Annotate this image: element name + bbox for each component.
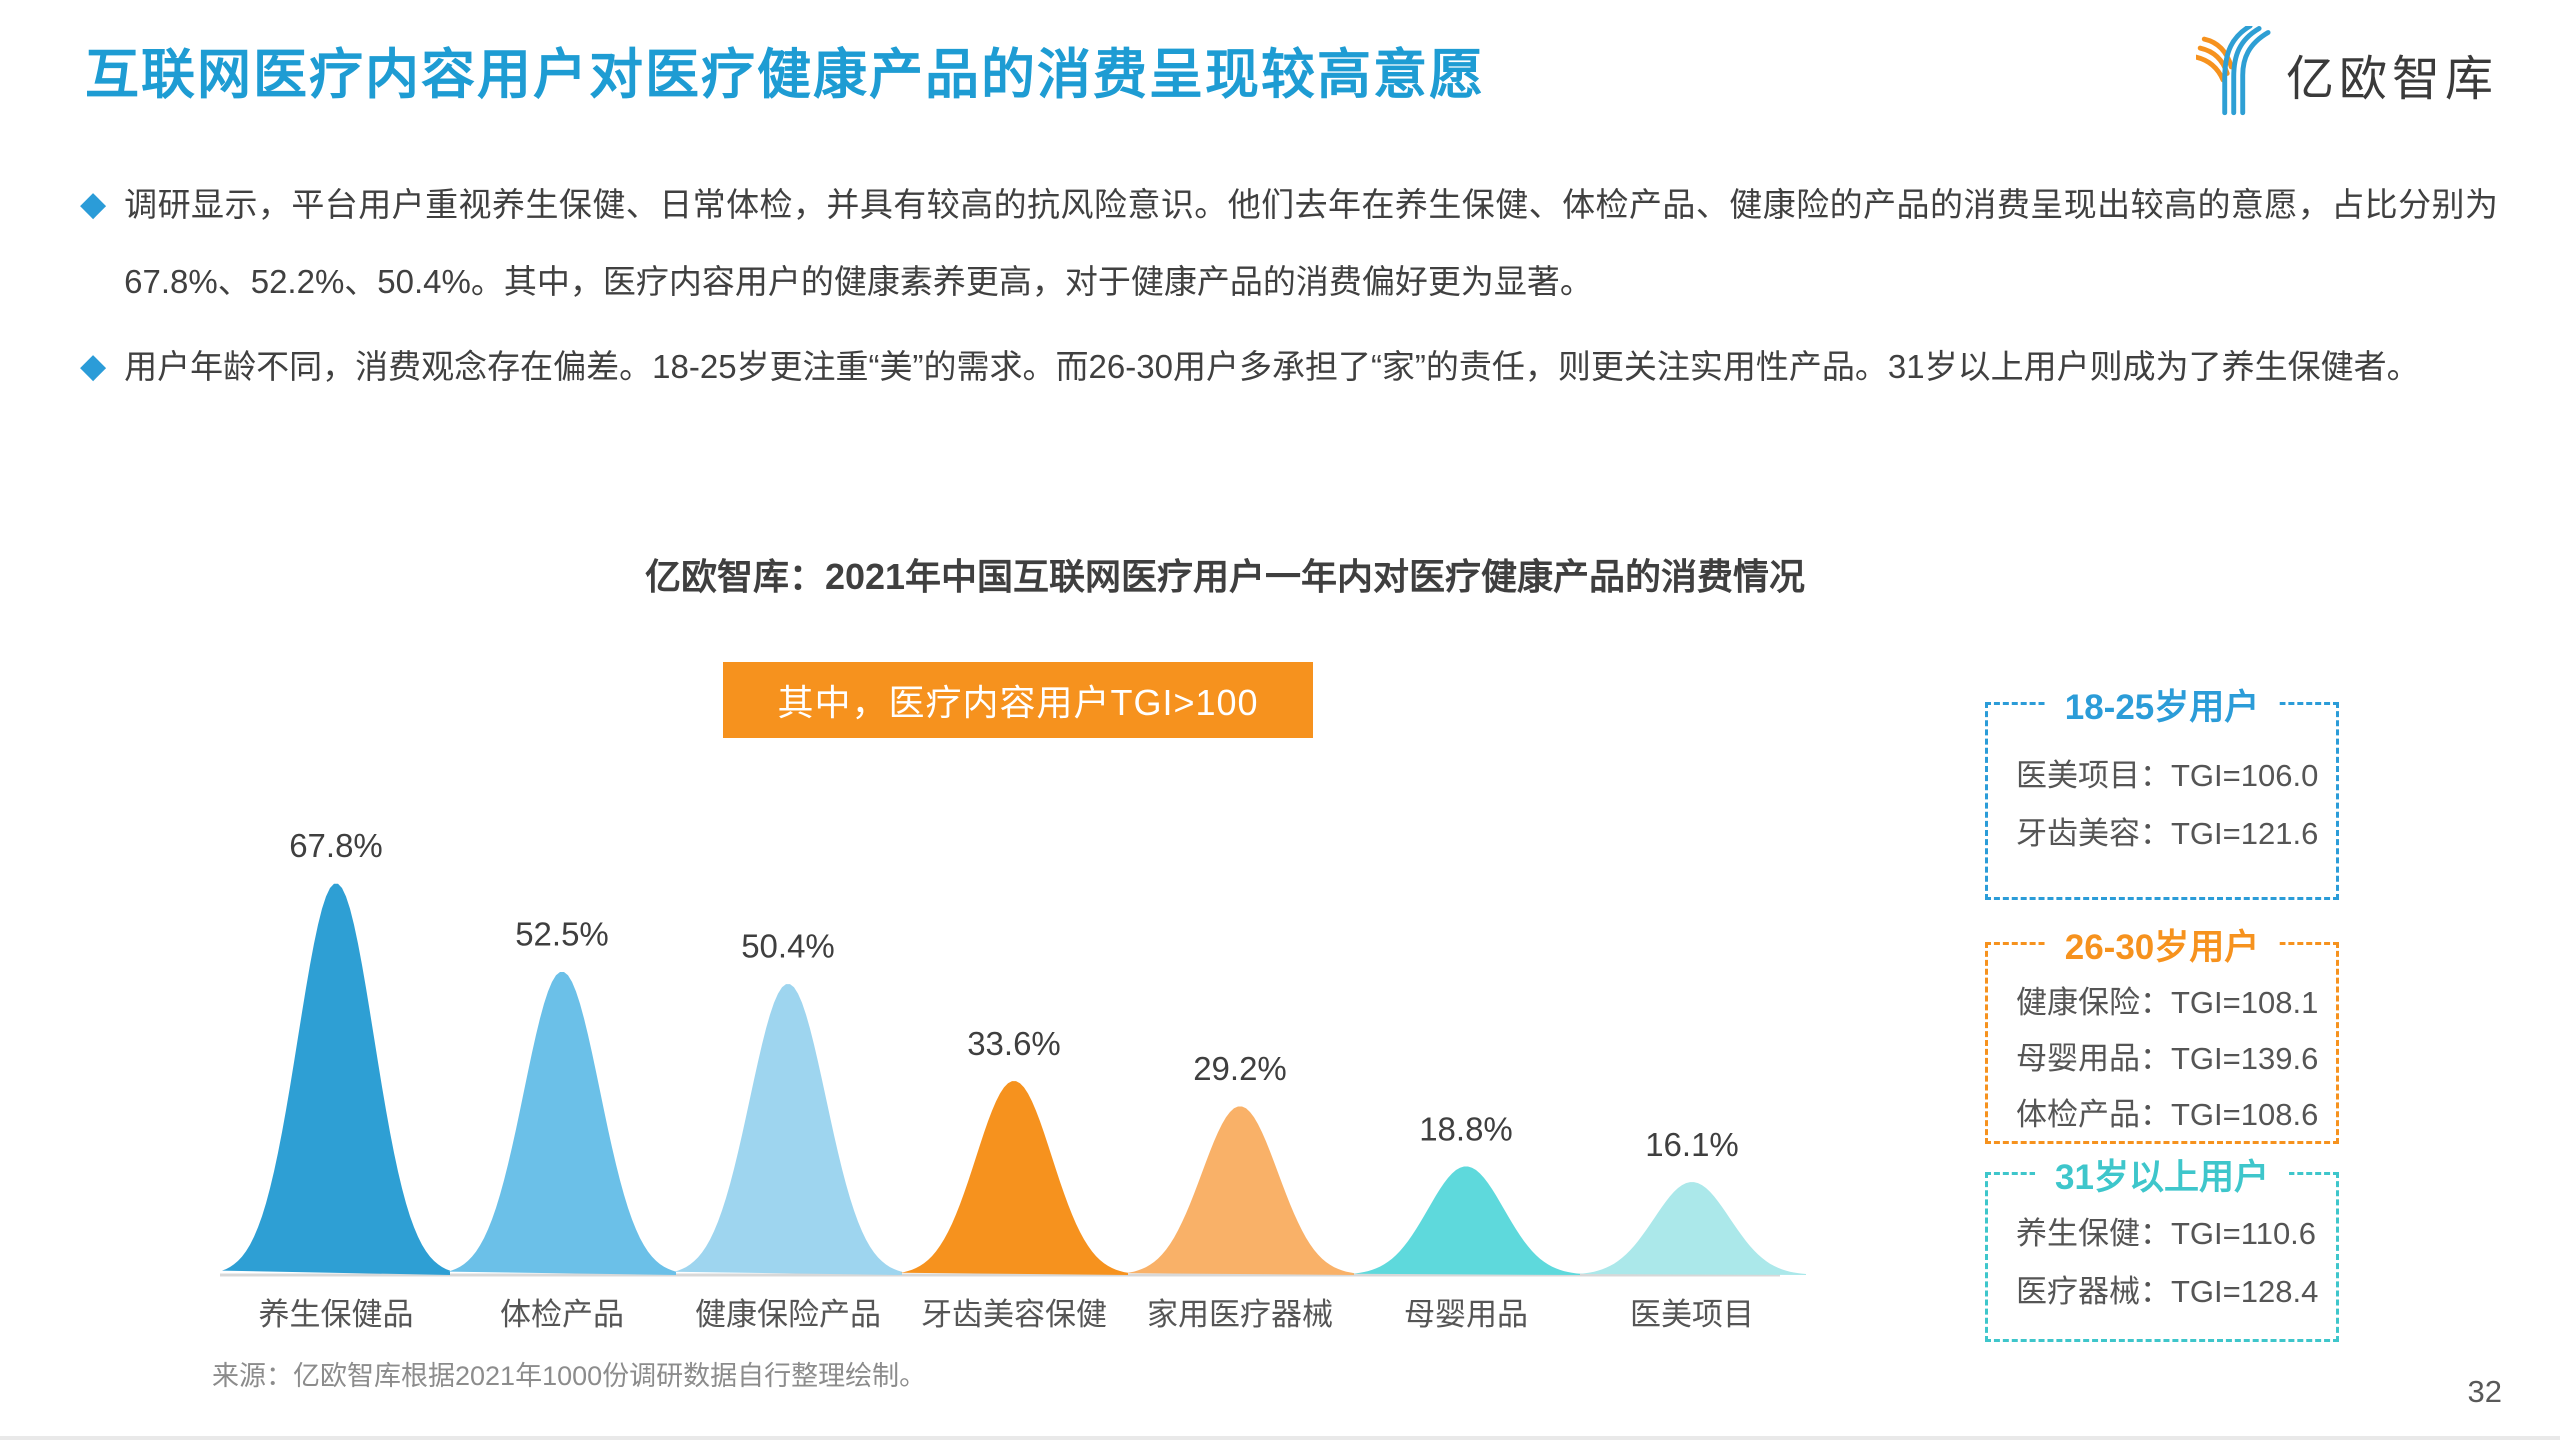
- logo-wordmark: 亿欧智库: [2285, 52, 2498, 106]
- tgi-item-list: 健康保险：TGI=108.1 母婴用品：TGI=139.6 体检产品：TGI=108…: [1988, 945, 2336, 1153]
- category-label: 母婴用品: [1404, 1297, 1528, 1332]
- category-label: 体检产品: [500, 1297, 624, 1332]
- eo-intelligence-logo: 亿欧智库: [2193, 23, 2498, 121]
- chart-title: 亿欧智库：2021年中国互联网医疗用户一年内对医疗健康产品的消费情况: [644, 556, 1806, 597]
- tgi-item: 体检产品：TGI=108.6: [2016, 1097, 2319, 1132]
- chart-source: 来源：亿欧智库根据2021年1000份调研数据自行整理绘制。: [212, 1361, 927, 1391]
- peak-牙齿美容保健: [900, 1081, 1128, 1275]
- peak-体检产品: [448, 972, 676, 1275]
- page-number: 32: [2467, 1374, 2502, 1409]
- value-label: 33.6%: [967, 1025, 1061, 1062]
- tgi-box-title: 31岁以上用户: [2035, 1149, 2289, 1200]
- category-label: 牙齿美容保健: [921, 1297, 1107, 1332]
- tgi-item: 医美项目：TGI=106.0: [2016, 758, 2319, 793]
- bullet-1-text: 调研显示，平台用户重视养生保健、日常体检，并具有较高的抗风险意识。他们去年在养生…: [124, 186, 2498, 300]
- tgi-item: 母婴用品：TGI=139.6: [2016, 1041, 2319, 1076]
- peak-家用医疗器械: [1126, 1106, 1354, 1275]
- category-label: 健康保险产品: [695, 1297, 881, 1332]
- peak-母婴用品: [1352, 1166, 1580, 1275]
- peak-养生保健品: [222, 883, 450, 1275]
- tgi-box-title: 26-30岁用户: [2044, 919, 2280, 970]
- tgi-item: 健康保险：TGI=108.1: [2016, 985, 2319, 1020]
- page-title: 互联网医疗内容用户对医疗健康产品的消费呈现较高意愿: [85, 45, 1485, 105]
- tgi-item-list: 医美项目：TGI=106.0 牙齿美容：TGI=121.6: [1988, 705, 2336, 873]
- diamond-bullet-icon: ◆: [80, 185, 107, 223]
- tgi-box-26-30: 26-30岁用户 健康保险：TGI=108.1 母婴用品：TGI=139.6 体检产…: [1985, 919, 2339, 1144]
- value-label: 29.2%: [1193, 1050, 1287, 1087]
- category-label: 养生保健品: [259, 1297, 414, 1332]
- value-label: 52.5%: [515, 916, 609, 953]
- bell-curve-chart: 67.8% 养生保健品 52.5% 体检产品 50.4% 健康保险产品 33.6% 牙齿美容保…: [220, 827, 1806, 1332]
- tgi-item: 养生保健：TGI=110.6: [2016, 1216, 2317, 1251]
- bullet-2: ◆ 用户年龄不同，消费观念存在偏差。18-25岁更注重“美”的需求。而26-30…: [80, 328, 2498, 405]
- peak-医美项目: [1578, 1182, 1806, 1275]
- value-label: 50.4%: [741, 928, 835, 965]
- value-label: 16.1%: [1645, 1126, 1739, 1163]
- tgi-banner: 其中，医疗内容用户TGI>100: [723, 662, 1313, 738]
- category-label: 家用医疗器械: [1147, 1297, 1333, 1332]
- tgi-box-title: 18-25岁用户: [2044, 679, 2280, 730]
- bullet-2-text: 用户年龄不同，消费观念存在偏差。18-25岁更注重“美”的需求。而26-30用户…: [124, 348, 2420, 385]
- bullet-1: ◆ 调研显示，平台用户重视养生保健、日常体检，并具有较高的抗风险意识。他们去年在…: [80, 166, 2498, 320]
- summary-bullets: ◆ 调研显示，平台用户重视养生保健、日常体检，并具有较高的抗风险意识。他们去年在…: [80, 166, 2498, 405]
- value-label: 18.8%: [1419, 1110, 1513, 1147]
- tgi-item: 医疗器械：TGI=128.4: [2016, 1274, 2319, 1309]
- tgi-box-18-25: 18-25岁用户 医美项目：TGI=106.0 牙齿美容：TGI=121.6: [1985, 679, 2339, 900]
- diamond-bullet-icon: ◆: [80, 347, 107, 385]
- eo-logo-icon: [2193, 23, 2278, 121]
- tgi-item: 牙齿美容：TGI=121.6: [2016, 816, 2319, 851]
- tgi-box-31-plus: 31岁以上用户 养生保健：TGI=110.6 医疗器械：TGI=128.4: [1985, 1149, 2339, 1342]
- category-label: 医美项目: [1630, 1297, 1754, 1332]
- peak-健康保险产品: [674, 984, 902, 1275]
- value-label: 67.8%: [289, 827, 383, 864]
- tgi-item-list: 养生保健：TGI=110.6 医疗器械：TGI=128.4: [1988, 1175, 2336, 1331]
